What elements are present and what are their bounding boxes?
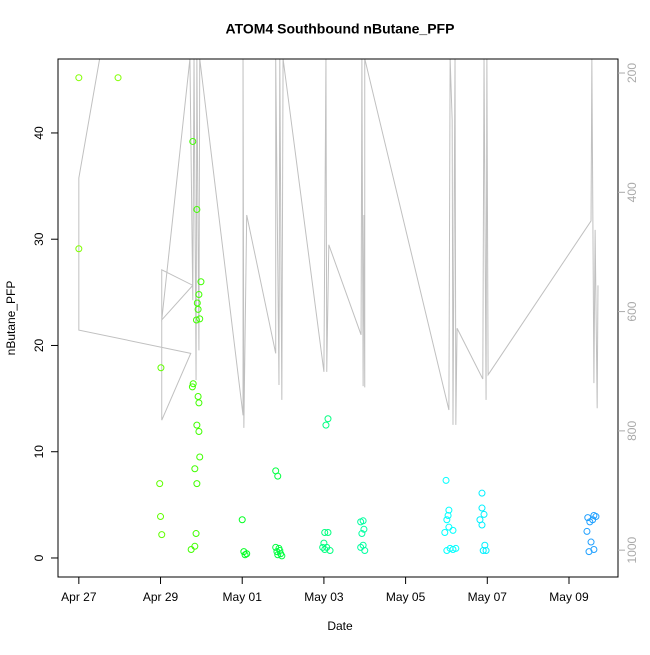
- point: [590, 545, 598, 553]
- plot-frame: [57, 58, 619, 578]
- point: [156, 480, 164, 488]
- point: [445, 506, 453, 514]
- point: [441, 528, 449, 536]
- point: [192, 316, 200, 324]
- y-tick-label: 40: [32, 126, 46, 140]
- point: [196, 315, 204, 323]
- point: [583, 527, 591, 535]
- chart-title: ATOM4 Southbound nButane_PFP: [226, 21, 455, 37]
- point: [189, 137, 197, 145]
- point: [592, 513, 600, 521]
- plot-area: [75, 59, 600, 560]
- point: [114, 74, 122, 82]
- point: [361, 547, 369, 555]
- y2-tick-label: 800: [625, 421, 639, 441]
- point: [319, 543, 327, 551]
- point: [482, 547, 490, 555]
- point: [324, 415, 332, 423]
- point: [479, 547, 487, 555]
- y-tick-label: 30: [32, 232, 46, 246]
- point: [196, 453, 204, 461]
- point: [321, 545, 329, 553]
- point: [195, 399, 203, 407]
- point: [442, 476, 450, 484]
- y-tick-label: 0: [32, 554, 46, 561]
- x-tick-label: Apr 27: [61, 590, 97, 604]
- point: [326, 547, 334, 555]
- x-tick-label: May 09: [549, 590, 589, 604]
- point: [321, 528, 329, 536]
- point: [322, 421, 330, 429]
- point: [449, 526, 457, 534]
- y2-tick-label: 600: [625, 301, 639, 321]
- point: [193, 205, 201, 213]
- x-tick-label: May 07: [468, 590, 508, 604]
- point: [358, 530, 366, 538]
- point: [75, 74, 83, 82]
- x-tick-label: Apr 29: [143, 590, 179, 604]
- point: [188, 383, 196, 391]
- point: [480, 510, 488, 518]
- point: [193, 480, 201, 488]
- point: [75, 245, 83, 253]
- point: [192, 530, 200, 538]
- point: [238, 516, 246, 524]
- y-axis-label: nButane_PFP: [4, 281, 18, 356]
- point: [191, 465, 199, 473]
- point: [157, 513, 165, 521]
- point: [276, 547, 284, 555]
- point: [195, 290, 203, 298]
- point: [195, 428, 203, 436]
- point: [189, 380, 197, 388]
- y-tick-label: 20: [32, 338, 46, 352]
- point: [193, 421, 201, 429]
- point: [241, 551, 249, 559]
- point: [274, 472, 282, 480]
- point: [478, 521, 486, 529]
- point: [324, 528, 332, 536]
- y2-tick-label: 1000: [625, 536, 639, 563]
- x-axis-label: Date: [327, 619, 353, 633]
- point: [452, 544, 460, 552]
- point: [478, 504, 486, 512]
- point: [360, 525, 368, 533]
- point: [443, 516, 451, 524]
- point: [187, 545, 195, 553]
- point: [444, 511, 452, 519]
- y2-tick-label: 200: [625, 63, 639, 83]
- point: [478, 489, 486, 497]
- point: [158, 531, 166, 539]
- point: [157, 364, 165, 372]
- x-tick-label: May 01: [223, 590, 263, 604]
- point: [197, 278, 205, 286]
- y-tick-label: 10: [32, 445, 46, 459]
- point: [243, 550, 251, 558]
- x-tick-label: May 03: [304, 590, 344, 604]
- x-tick-label: May 05: [386, 590, 426, 604]
- y2-tick-label: 400: [625, 182, 639, 202]
- point: [194, 305, 202, 313]
- point: [587, 538, 595, 546]
- pressure-line: [78, 59, 599, 428]
- point: [359, 517, 367, 525]
